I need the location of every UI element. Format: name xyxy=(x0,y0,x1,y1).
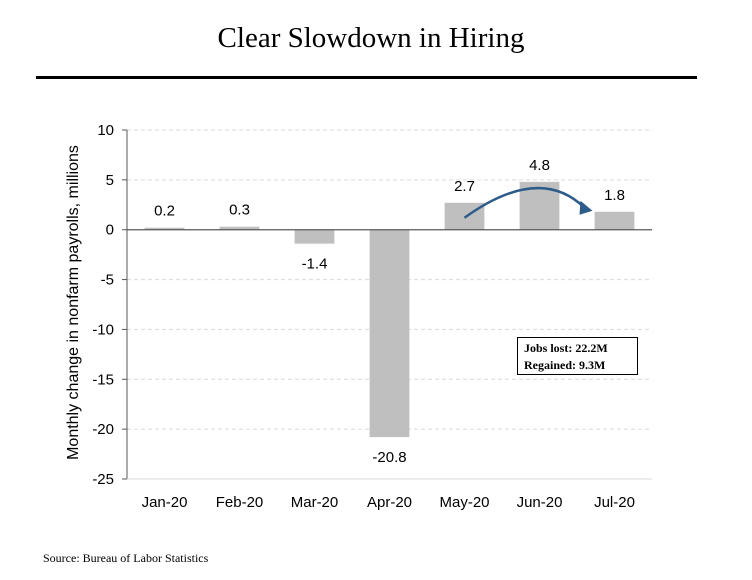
y-tick-label: -20 xyxy=(92,421,114,438)
bars xyxy=(144,181,635,438)
data-label: 1.8 xyxy=(604,187,625,204)
x-tick-label: Feb-20 xyxy=(216,494,264,511)
source-note: Source: Bureau of Labor Statistics xyxy=(43,551,209,565)
axes: 10 5 0 -5 -10 -15 -20 -25 Jan-20 Feb-20 Mar-20 Apr-… xyxy=(65,122,652,511)
bar-Jan-20 xyxy=(144,227,185,230)
y-tick-label: -25 xyxy=(92,471,114,488)
data-labels: 0.2 0.3 -1.4 -20.8 2.7 4.8 1.8 xyxy=(154,157,625,466)
jobs-lost-text: Jobs lost: 22.2M xyxy=(524,341,608,355)
data-label: -20.8 xyxy=(372,449,406,466)
trend-arrow-curve xyxy=(463,186,586,219)
y-tick-label: 10 xyxy=(97,122,114,139)
bar-Apr-20 xyxy=(369,229,410,438)
data-label: 4.8 xyxy=(529,157,550,174)
data-label: 0.2 xyxy=(154,203,175,220)
x-tick-label: May-20 xyxy=(439,494,489,511)
jobs-regained-text: Regained: 9.3M xyxy=(524,358,606,372)
y-tick-label: -5 xyxy=(101,272,114,289)
x-tick-label: Apr-20 xyxy=(367,494,412,511)
y-tick-label: 5 xyxy=(106,172,114,189)
x-tick-label: Jun-20 xyxy=(517,494,563,511)
data-label: 0.3 xyxy=(229,202,250,219)
y-axis-title: Monthly change in nonfarm payrolls, mill… xyxy=(65,145,82,460)
x-tick-label: Jan-20 xyxy=(142,494,188,511)
bar-Feb-20 xyxy=(219,226,260,230)
title-divider xyxy=(36,76,697,79)
x-tick-label: Mar-20 xyxy=(291,494,339,511)
trend-arrow-head xyxy=(579,200,593,215)
bar-Mar-20 xyxy=(294,229,335,244)
data-label: -1.4 xyxy=(302,256,328,273)
trend-arrow xyxy=(463,186,593,219)
bar-chart: 10 5 0 -5 -10 -15 -20 -25 Jan-20 Feb-20 Mar-20 Apr-… xyxy=(65,122,652,511)
y-tick-label: -10 xyxy=(92,321,114,338)
x-tick-label: Jul-20 xyxy=(594,494,635,511)
y-tick-label: -15 xyxy=(92,371,114,388)
data-label: 2.7 xyxy=(454,178,475,195)
y-tick-label: 0 xyxy=(106,222,114,239)
jobs-annotation-box: Jobs lost: 22.2M Regained: 9.3M xyxy=(517,337,638,375)
bar-Jul-20 xyxy=(594,211,635,230)
chart-title: Clear Slowdown in Hiring xyxy=(217,22,525,54)
